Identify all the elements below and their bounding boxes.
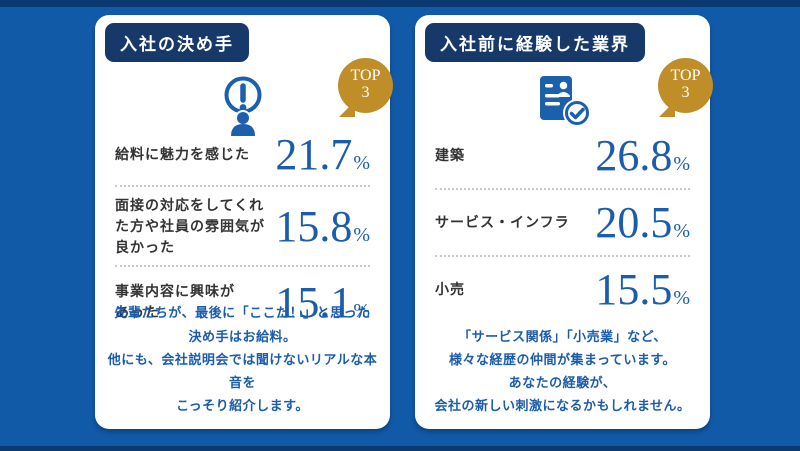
top3-badge: TOP 3 (338, 58, 393, 117)
percent-sign: % (673, 220, 690, 242)
stats-list: 建築 26.8% サービス・インフラ 20.5% 小売 15.5% (435, 123, 690, 322)
stat-number: 20.5 (595, 198, 673, 247)
stat-number: 15.5 (595, 265, 673, 314)
stat-row: サービス・インフラ 20.5% (435, 190, 690, 255)
badge-rank: 3 (681, 83, 690, 101)
stat-label: 小売 (435, 281, 465, 297)
resume-check-icon (539, 76, 591, 127)
card-joining-decision: 入社の決め手 TOP 3 給料に魅力を感じた 21.7% 面接の対応をしてくれ … (95, 15, 393, 429)
card-prior-industries: 入社前に経験した業界 TOP 3 建築 26.8% サービス・インフラ 20.5… (415, 15, 713, 429)
stat-value: 15.8% (275, 201, 370, 252)
dotted-divider (435, 255, 690, 257)
stat-row: 給料に魅力を感じた 21.7% (115, 123, 370, 185)
dotted-divider (435, 188, 690, 190)
card-title-chip: 入社の決め手 (105, 23, 249, 62)
badge-top-label: TOP (350, 67, 381, 84)
stat-label: 給料に魅力を感じた (115, 145, 250, 162)
percent-sign: % (353, 223, 370, 246)
percent-sign: % (353, 299, 370, 322)
stat-value: 20.5% (595, 197, 690, 248)
stat-number: 21.7 (275, 129, 353, 179)
card-note: 「サービス関係」「小売業」など、 様々な経歴の仲間が集まっています。 あなたの経… (434, 328, 691, 413)
stat-number: 15.1 (275, 277, 353, 327)
badge-top-label: TOP (670, 67, 701, 84)
stat-number: 26.8 (595, 131, 673, 180)
stat-row: 事業内容に興味が あった 15.1% (115, 267, 370, 337)
card-note: 先輩たちが、最後に「ここだ！」と思った 決め手はお給料。 他にも、会社説明会では… (107, 305, 378, 413)
person-exclamation-icon (224, 76, 261, 136)
stat-value: 15.5% (595, 264, 690, 315)
dotted-divider (115, 185, 370, 187)
stat-row: 面接の対応をしてくれ た方や社員の雰囲気が 良かった 15.8% (115, 187, 370, 265)
stat-value: 21.7% (275, 129, 370, 180)
bottom-border-strip (0, 446, 800, 451)
dotted-divider (115, 265, 370, 267)
card-icon-area (415, 73, 710, 131)
stat-label: サービス・インフラ (435, 214, 570, 230)
card-icon-area (95, 73, 390, 139)
stat-row: 建築 26.8% (435, 123, 690, 188)
stat-label: 面接の対応をしてくれ た方や社員の雰囲気が 良かった (115, 196, 265, 255)
percent-sign: % (673, 153, 690, 175)
stat-label: 事業内容に興味が あった (115, 283, 235, 320)
stat-row: 小売 15.5% (435, 257, 690, 322)
percent-sign: % (673, 287, 690, 309)
top3-badge: TOP 3 (658, 58, 713, 117)
stat-value: 15.1% (275, 277, 370, 328)
badge-rank: 3 (361, 83, 370, 101)
stat-label: 建築 (435, 147, 465, 163)
top-border-strip (0, 0, 800, 7)
stats-list: 給料に魅力を感じた 21.7% 面接の対応をしてくれ た方や社員の雰囲気が 良か… (115, 123, 370, 337)
percent-sign: % (353, 151, 370, 174)
stat-number: 15.8 (275, 201, 353, 251)
card-title-chip: 入社前に経験した業界 (425, 23, 645, 62)
stat-value: 26.8% (595, 130, 690, 181)
